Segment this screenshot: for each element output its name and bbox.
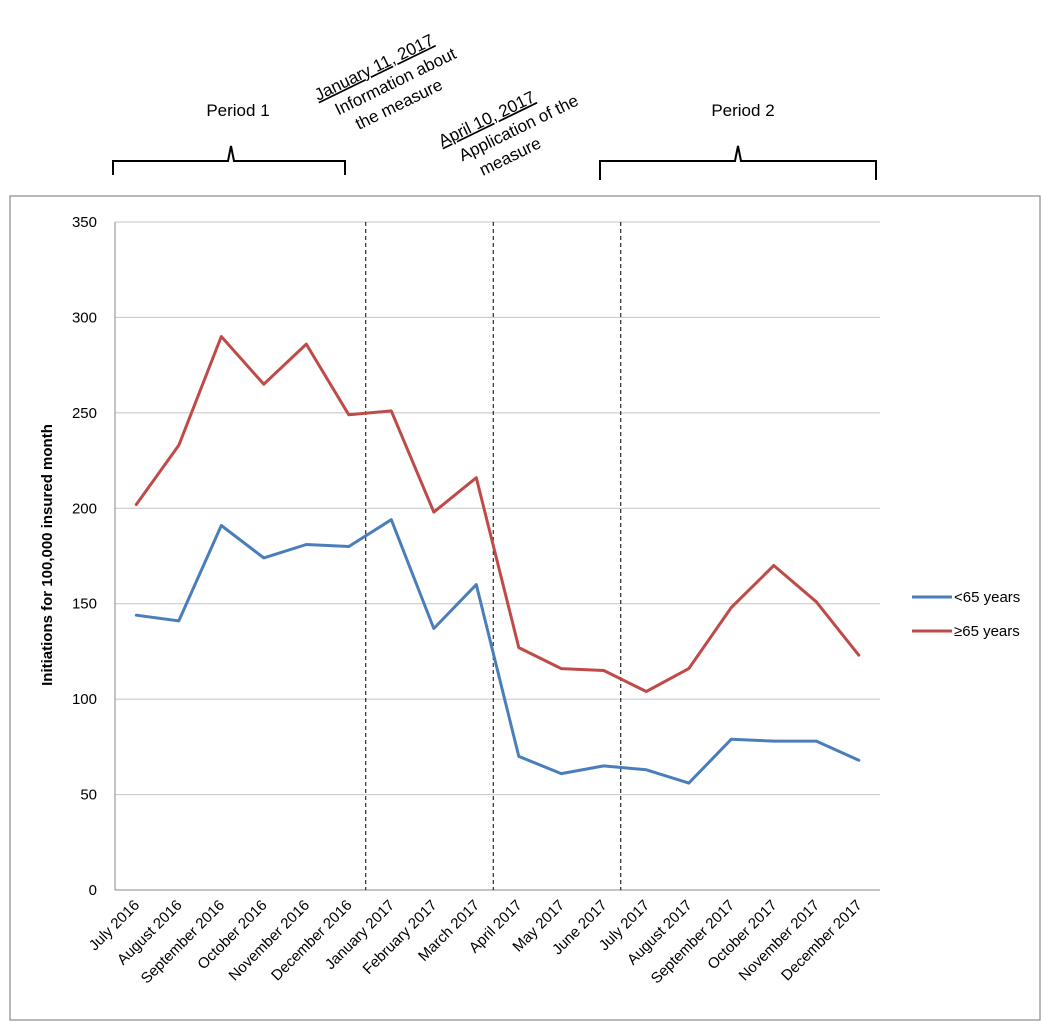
y-tick-label: 350 — [72, 214, 97, 231]
y-axis-label: Initiations for 100,000 insured month — [39, 424, 56, 686]
y-tick-label: 300 — [72, 309, 97, 326]
legend-label-under-65: <65 years — [954, 589, 1020, 606]
chart-frame — [9, 195, 1041, 1021]
period-2-brace — [599, 145, 877, 180]
y-axis-ticks: 0 50 100 150 200 250 300 350 — [72, 214, 97, 899]
gridlines — [114, 221, 880, 891]
series-line-under-65 — [134, 518, 861, 785]
y-tick-label: 50 — [80, 787, 97, 804]
period-2-label: Period 2 — [711, 101, 774, 120]
period-1-label: Period 1 — [206, 101, 269, 120]
event-lines — [365, 222, 622, 890]
y-tick-label: 250 — [72, 405, 97, 422]
y-tick-label: 0 — [89, 882, 97, 899]
legend: <65 years ≥65 years — [912, 589, 1020, 640]
legend-label-over-65: ≥65 years — [954, 623, 1020, 640]
y-tick-label: 150 — [72, 596, 97, 613]
period-1-annotation: Period 1 — [112, 101, 346, 175]
series-lines — [134, 335, 861, 785]
period-2-annotation: Period 2 — [599, 101, 877, 180]
series-line-over-65 — [134, 335, 861, 693]
event-2-annotation: April 10, 2017 Application of the measur… — [435, 88, 581, 180]
event-1-annotation: January 11, 2017 Information about the m… — [311, 30, 459, 133]
period-1-brace — [112, 145, 346, 175]
y-tick-label: 100 — [72, 691, 97, 708]
y-tick-label: 200 — [72, 500, 97, 517]
